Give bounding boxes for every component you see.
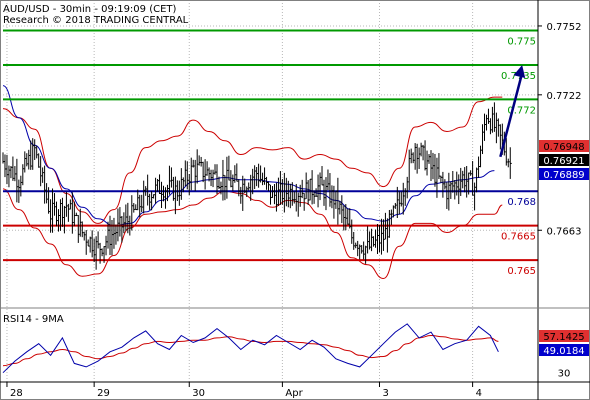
- price-tags: 0.76948 0.76921 0.76889 57.1425 49.0184: [539, 140, 589, 357]
- price-tag-bg-0: [539, 140, 589, 152]
- moving-average: [2, 85, 495, 227]
- price-series: [2, 102, 512, 270]
- y-tick-label-0: 0.7752: [547, 22, 582, 33]
- level-label-5: 0.765: [507, 266, 536, 277]
- forecast-arrow-head: [513, 64, 526, 79]
- rsi-tag-label-0: 57.1425: [543, 332, 584, 343]
- x-tick-label-1: 29: [97, 388, 110, 399]
- x-tick-label-0: 28: [10, 388, 23, 399]
- x-tick-label-3: Apr: [285, 388, 303, 399]
- x-tick-label-5: 4: [476, 388, 482, 399]
- y-tick-label-2: 0.7663: [547, 226, 582, 237]
- price-tag-bg-1: [539, 154, 589, 166]
- price-tag-label-0: 0.76948: [543, 142, 584, 153]
- rsi-panel: [2, 323, 499, 374]
- bollinger-bands: [2, 96, 503, 280]
- x-tick-label-4: 3: [382, 388, 388, 399]
- price-tag-bg-2: [539, 168, 589, 180]
- forecast-arrow-shaft: [499, 72, 524, 158]
- rsi-tick-label-0: 30: [558, 369, 571, 380]
- level-label-4: 0.7665: [501, 232, 536, 243]
- chart-title: AUD/USD - 30min - 09:19:09 (CET): [3, 4, 177, 15]
- price-tag-label-2: 0.76889: [543, 170, 584, 181]
- rsi-tag-bg-1: [539, 344, 589, 356]
- bollinger-lower: [2, 188, 503, 280]
- rsi-line: [2, 323, 499, 374]
- level-label-0: 0.775: [507, 37, 536, 48]
- bollinger-upper: [2, 96, 503, 224]
- level-label-1: 0.7735: [501, 71, 536, 82]
- forecast-arrow: [499, 64, 526, 158]
- moving-average-line: [2, 85, 495, 227]
- price-tag-label-1: 0.76921: [543, 156, 584, 167]
- rsi-tag-bg-0: [539, 330, 589, 342]
- level-label-3: 0.768: [507, 197, 536, 208]
- chart-subtitle: Research © 2018 TRADING CENTRAL: [3, 15, 189, 26]
- rsi-tag-label-1: 49.0184: [543, 346, 584, 357]
- x-tick-label-2: 30: [192, 388, 205, 399]
- level-lines: 0.775 0.7735 0.772 0.768 0.7665 0.765: [3, 29, 538, 277]
- y-tick-label-1: 0.7722: [547, 91, 582, 102]
- axes: 0.7752 0.7722 0.7663 30 28 29 30 Apr 3 4: [6, 22, 582, 399]
- rsi-title: RSI14 - 9MA: [3, 314, 64, 325]
- rsi-ma-line: [2, 334, 499, 367]
- level-label-2: 0.772: [507, 105, 536, 116]
